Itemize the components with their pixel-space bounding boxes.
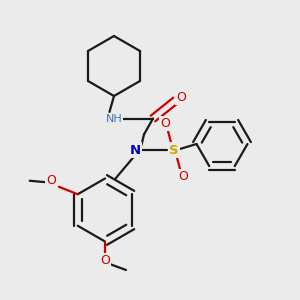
- Text: O: O: [176, 91, 186, 104]
- Text: O: O: [46, 174, 56, 187]
- Text: O: O: [160, 117, 170, 130]
- Text: S: S: [169, 143, 179, 157]
- Text: N: N: [129, 143, 141, 157]
- Text: O: O: [178, 169, 188, 183]
- Text: NH: NH: [106, 113, 122, 124]
- Text: O: O: [100, 254, 110, 267]
